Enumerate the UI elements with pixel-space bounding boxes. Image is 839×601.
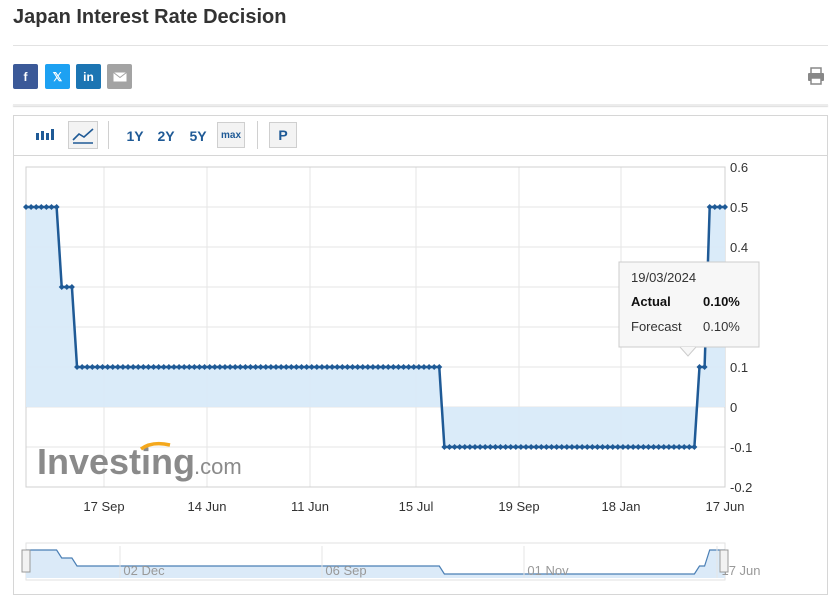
title-divider [13, 45, 828, 46]
envelope-icon [112, 71, 127, 81]
chart-container [13, 115, 828, 595]
p-button[interactable]: P [269, 122, 297, 148]
chart-toolbar: 1Y 2Y 5Y max P [13, 115, 828, 156]
email-share-button[interactable] [107, 64, 132, 89]
range-1y-button[interactable]: 1Y [126, 128, 144, 144]
range-5y-button[interactable]: 5Y [189, 128, 207, 144]
facebook-share-button[interactable]: f [13, 64, 38, 89]
share-divider [13, 104, 828, 106]
print-icon[interactable] [806, 66, 826, 86]
linkedin-share-button[interactable]: in [76, 64, 101, 89]
page-title: Japan Interest Rate Decision [13, 6, 287, 28]
range-2y-button[interactable]: 2Y [157, 128, 175, 144]
line-chart-icon [72, 128, 94, 144]
toolbar-separator [108, 121, 109, 149]
toolbar-separator [257, 121, 258, 149]
bar-chart-icon[interactable] [35, 127, 55, 141]
range-max-button[interactable]: max [217, 122, 245, 148]
line-chart-toggle[interactable] [68, 121, 98, 149]
twitter-share-button[interactable]: 𝕏 [45, 64, 70, 89]
